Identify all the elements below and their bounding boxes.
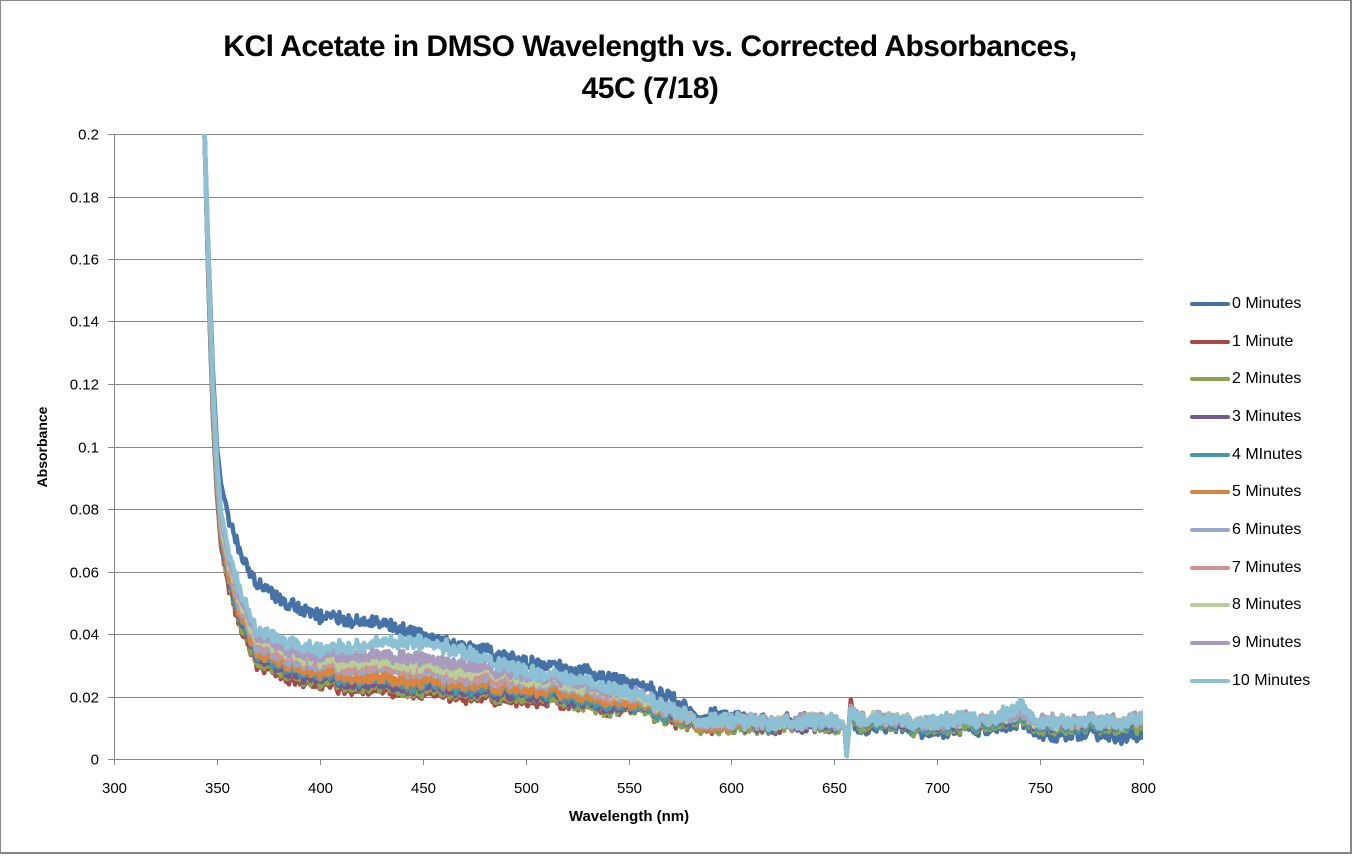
y-tick-label: 0.04 (70, 627, 99, 644)
gridlines (114, 134, 1143, 698)
legend-swatch (1190, 527, 1230, 532)
y-tick-label: 0.18 (70, 190, 99, 207)
series-line-9-minutes (202, 134, 1143, 759)
legend-item: 7 Minutes (1190, 549, 1310, 587)
legend-swatch (1190, 565, 1230, 570)
x-tick-label: 600 (719, 780, 744, 797)
legend-swatch (1190, 377, 1230, 382)
legend-item: 0 Minutes (1190, 285, 1310, 323)
x-tick-label: 550 (617, 780, 642, 797)
legend-item: 3 Minutes (1190, 398, 1310, 436)
y-axis-label: Absorbance (34, 406, 50, 488)
legend-item: 10 Minutes (1190, 662, 1310, 700)
y-tick-label: 0.02 (70, 690, 99, 707)
legend-item: 6 Minutes (1190, 511, 1310, 549)
legend-swatch (1190, 490, 1230, 495)
legend-label: 3 Minutes (1232, 407, 1302, 425)
legend-item: 8 Minutes (1190, 587, 1310, 625)
chart-title: KCl Acetate in DMSO Wavelength vs. Corre… (223, 30, 1077, 63)
legend-swatch (1190, 414, 1230, 419)
legend-swatch (1190, 603, 1230, 608)
legend-swatch (1190, 678, 1230, 683)
chart-title-line2: 45C (7/18) (581, 72, 719, 105)
y-tick-label: 0.14 (70, 314, 99, 331)
y-tick-label: 0.16 (70, 252, 99, 269)
y-tick-label: 0 (91, 752, 99, 769)
legend-label: 10 Minutes (1232, 671, 1311, 689)
axes (108, 134, 1144, 765)
legend-item: 4 MInutes (1190, 436, 1310, 474)
legend-label: 4 MInutes (1232, 445, 1303, 463)
legend-label: 8 Minutes (1232, 596, 1302, 614)
tick-labels: 0 0.02 0.04 0.06 0.08 0.1 0.12 0.14 0.16 0.18 0.2 3… (70, 127, 1156, 798)
y-tick-label: 0.1 (78, 440, 99, 457)
legend-swatch (1190, 641, 1230, 646)
y-tick-label: 0.2 (78, 127, 99, 144)
legend-label: 2 Minutes (1232, 370, 1302, 388)
series-line-10-minutes (202, 134, 1143, 759)
x-tick-label: 750 (1028, 780, 1053, 797)
x-tick-label: 650 (822, 780, 847, 797)
legend-label: 6 Minutes (1232, 520, 1302, 538)
y-tick-label: 0.12 (70, 377, 99, 394)
y-tick-label: 0.08 (70, 502, 99, 519)
legend-label: 7 Minutes (1232, 558, 1302, 576)
legend-swatch (1190, 301, 1230, 306)
legend-label: 0 Minutes (1232, 294, 1302, 312)
x-tick-label: 350 (205, 780, 230, 797)
x-axis-label: Wavelength (nm) (568, 808, 690, 825)
x-tick-label: 300 (102, 780, 127, 797)
x-tick-label: 800 (1131, 780, 1156, 797)
x-tick-label: 400 (308, 780, 333, 797)
legend-swatch (1190, 452, 1230, 457)
legend-swatch (1190, 339, 1230, 344)
legend-item: 9 Minutes (1190, 624, 1310, 662)
legend-item: 1 Minute (1190, 323, 1310, 361)
y-tick-label: 0.06 (70, 565, 99, 582)
legend-item: 2 Minutes (1190, 360, 1310, 398)
legend-label: 5 Minutes (1232, 483, 1302, 501)
legend: 0 Minutes 1 Minute 2 Minutes 3 Minutes 4 MIn… (1190, 285, 1310, 700)
legend-label: 9 Minutes (1232, 634, 1302, 652)
x-tick-label: 450 (411, 780, 436, 797)
legend-label: 1 Minute (1232, 332, 1294, 350)
x-tick-label: 500 (514, 780, 539, 797)
series-layer (202, 134, 1143, 759)
legend-item: 5 Minutes (1190, 473, 1310, 511)
x-tick-label: 700 (925, 780, 950, 797)
